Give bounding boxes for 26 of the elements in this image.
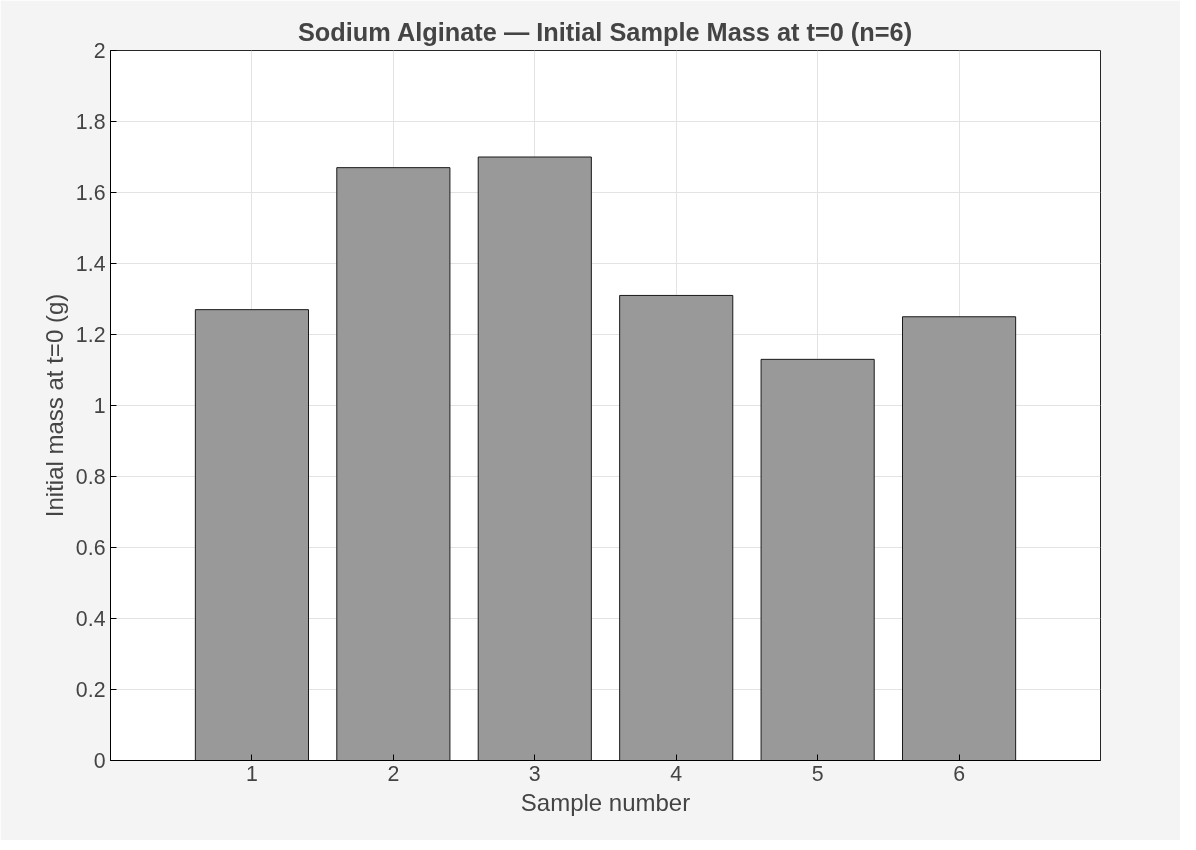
y-tick-label: 1.8 (75, 110, 106, 134)
y-tick-label: 0.4 (75, 607, 106, 631)
y-tick-label: 0.6 (75, 536, 106, 560)
x-tick-label: 6 (953, 761, 966, 786)
x-tick-label: 3 (528, 761, 541, 786)
y-tick-label: 1.6 (75, 181, 106, 205)
x-tick-label: 5 (811, 761, 824, 786)
y-tick-label: 0.2 (75, 678, 106, 702)
bar (902, 316, 1017, 761)
x-tick-label: 4 (670, 761, 683, 786)
y-axis-title: Initial mass at t=0 (g) (40, 293, 68, 518)
y-tick-label: 0.8 (75, 465, 106, 489)
y-tick-label: 2 (93, 39, 106, 63)
chart-title: Sodium Alginate — Initial Sample Mass at t=0 (n=6) (297, 17, 913, 46)
y-tick-label: 1.2 (75, 323, 106, 347)
bar (619, 294, 734, 761)
y-tick-label: 0 (93, 749, 106, 773)
bar (336, 167, 451, 761)
bar (477, 156, 592, 761)
x-tick-label: 1 (246, 761, 258, 786)
x-tick-label: 2 (387, 761, 400, 786)
bar (760, 358, 875, 761)
y-tick-label: 1.4 (75, 252, 106, 276)
x-axis-title: Sample number (520, 788, 691, 816)
y-tick-label: 1 (93, 394, 106, 418)
bar (194, 309, 309, 761)
